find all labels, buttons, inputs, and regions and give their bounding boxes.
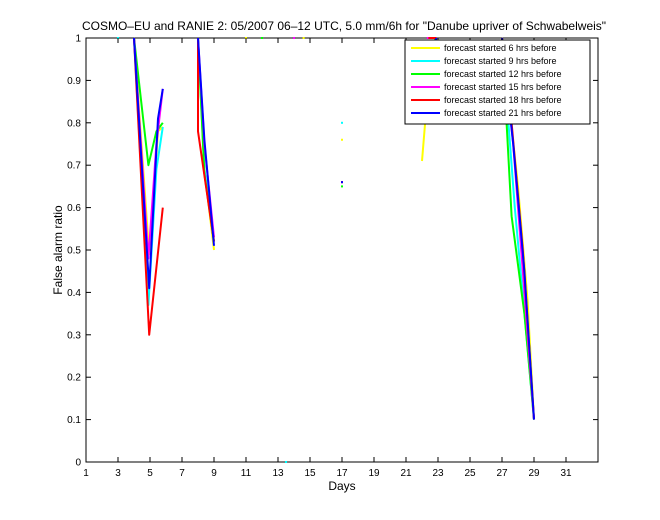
x-tick-label: 11 — [241, 468, 252, 479]
x-tick-label: 23 — [432, 468, 444, 479]
data-point — [341, 121, 343, 124]
y-axis: 0 0.1 0.2 0.3 0.4 0.5 0.6 0.7 0.8 0.9 1 — [67, 34, 598, 469]
y-tick-label: 0.8 — [67, 118, 81, 129]
legend-label: forecast started 15 hrs before — [444, 82, 562, 92]
legend: forecast started 6 hrs before forecast st… — [404, 39, 591, 125]
legend-label: forecast started 18 hrs before — [444, 95, 562, 105]
x-tick-label: 7 — [179, 468, 185, 479]
x-tick-label: 5 — [147, 468, 153, 479]
x-tick-label: 21 — [400, 468, 412, 479]
legend-label: forecast started 21 hrs before — [444, 108, 562, 118]
x-tick-label: 19 — [368, 468, 380, 479]
x-tick-label: 25 — [464, 468, 476, 479]
x-tick-label: 27 — [496, 468, 508, 479]
x-tick-label: 3 — [115, 468, 121, 479]
series-line — [197, 38, 215, 242]
series-line — [133, 37, 164, 290]
x-tick-label: 9 — [211, 468, 217, 479]
chart-title: COSMO–EU and RANIE 2: 05/2007 06–12 UTC,… — [82, 19, 606, 33]
x-tick-label: 29 — [528, 468, 540, 479]
y-tick-label: 0.7 — [67, 161, 81, 172]
y-tick-label: 0.2 — [67, 373, 81, 384]
y-tick-label: 0.6 — [67, 203, 81, 214]
y-tick-label: 0.4 — [67, 288, 81, 299]
data-point — [341, 138, 343, 141]
x-axis-label: Days — [328, 479, 355, 493]
x-tick-label: 13 — [272, 468, 284, 479]
data-point — [341, 181, 343, 184]
legend-label: forecast started 6 hrs before — [444, 43, 557, 53]
data-point — [302, 37, 305, 39]
x-tick-label: 31 — [560, 468, 572, 479]
y-tick-label: 0.5 — [67, 246, 81, 257]
data-point — [341, 185, 343, 188]
y-tick-label: 0.1 — [67, 415, 81, 426]
data-point — [293, 37, 295, 39]
data-point — [285, 461, 287, 463]
y-tick-label: 1 — [75, 34, 81, 45]
legend-box — [404, 39, 591, 125]
y-tick-label: 0.9 — [67, 76, 81, 87]
x-axis: 1 3 5 7 9 11 13 15 17 19 21 23 25 27 29 31 — [83, 38, 572, 479]
legend-label: forecast started 12 hrs before — [444, 69, 562, 79]
x-tick-label: 17 — [336, 468, 348, 479]
y-tick-label: 0 — [75, 458, 81, 469]
series-line — [197, 37, 215, 246]
legend-label: forecast started 9 hrs before — [444, 56, 557, 66]
x-tick-label: 1 — [83, 468, 89, 479]
y-axis-label: False alarm ratio — [51, 205, 65, 295]
y-tick-label: 0.3 — [67, 330, 81, 341]
x-tick-label: 15 — [304, 468, 316, 479]
data-point — [261, 37, 263, 39]
series-line — [133, 37, 164, 167]
